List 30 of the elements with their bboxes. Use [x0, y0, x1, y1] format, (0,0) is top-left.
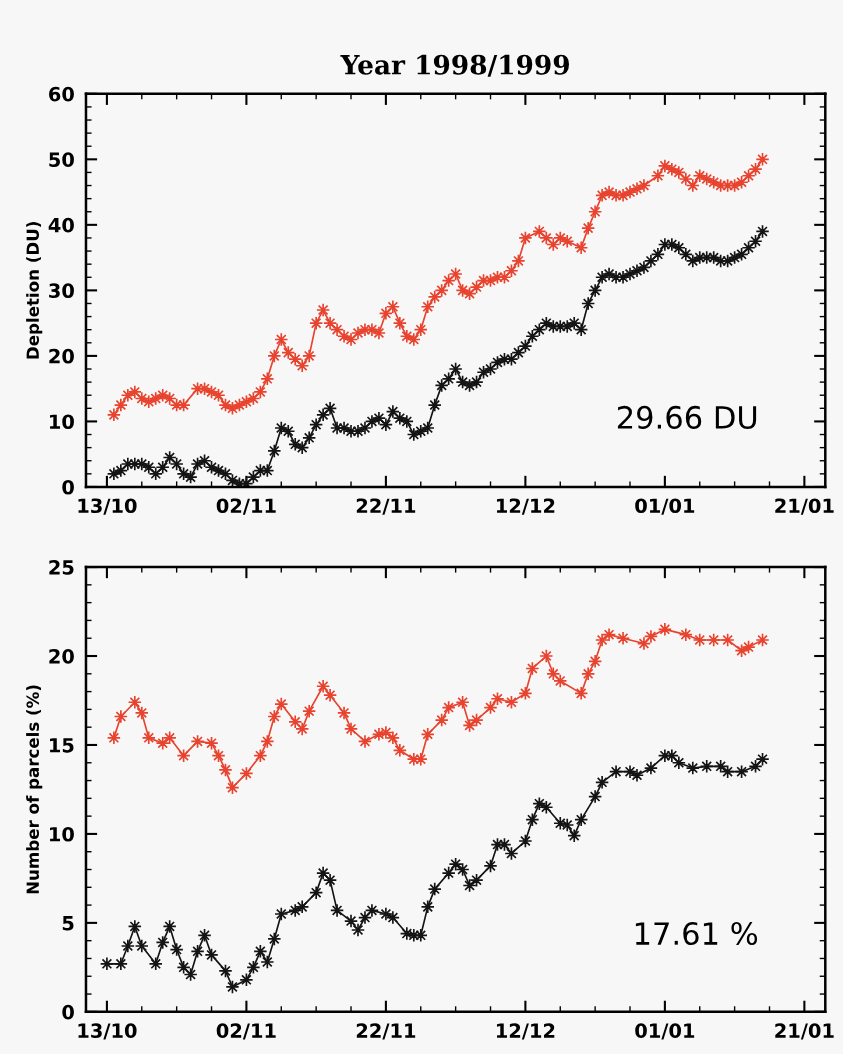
y-tick-label: 40 — [48, 217, 74, 233]
y-tick-label: 10 — [50, 826, 74, 842]
x-tick-label: 22/11 — [356, 498, 416, 515]
x-tick-label: 12/12 — [496, 1023, 555, 1040]
annotation: 29.66 DU — [617, 405, 757, 429]
y-tick-label: 0 — [62, 479, 74, 495]
x-tick-label: 12/12 — [496, 498, 555, 515]
y-axis-title: Number of parcels (%) — [26, 685, 43, 894]
y-tick-label: 10 — [50, 414, 74, 430]
y-tick-label: 30 — [49, 283, 74, 299]
chart-title: Year 1998/1999 — [340, 54, 569, 77]
y-tick-label: 60 — [49, 86, 74, 102]
x-tick-label: 01/01 — [635, 498, 695, 515]
x-tick-label: 01/01 — [635, 1023, 695, 1040]
y-tick-label: 25 — [49, 560, 74, 575]
y-tick-label: 20 — [49, 648, 74, 664]
x-tick-label: 13/10 — [78, 498, 137, 515]
y-tick-label: 20 — [49, 348, 74, 364]
y-tick-label: 5 — [62, 916, 74, 931]
x-tick-label: 21/01 — [775, 498, 834, 515]
x-tick-label: 13/10 — [78, 1023, 137, 1040]
y-tick-label: 15 — [50, 738, 74, 753]
x-tick-label: 22/11 — [356, 1023, 416, 1040]
x-tick-label: 02/11 — [216, 498, 276, 515]
y-axis-title: Depletion (DU) — [26, 222, 43, 359]
x-tick-label: 21/01 — [775, 1023, 834, 1040]
annotation: 17.61 % — [635, 921, 758, 946]
y-tick-label: 50 — [49, 152, 74, 167]
y-tick-label: 0 — [62, 1004, 74, 1020]
x-tick-label: 02/11 — [216, 1023, 276, 1040]
